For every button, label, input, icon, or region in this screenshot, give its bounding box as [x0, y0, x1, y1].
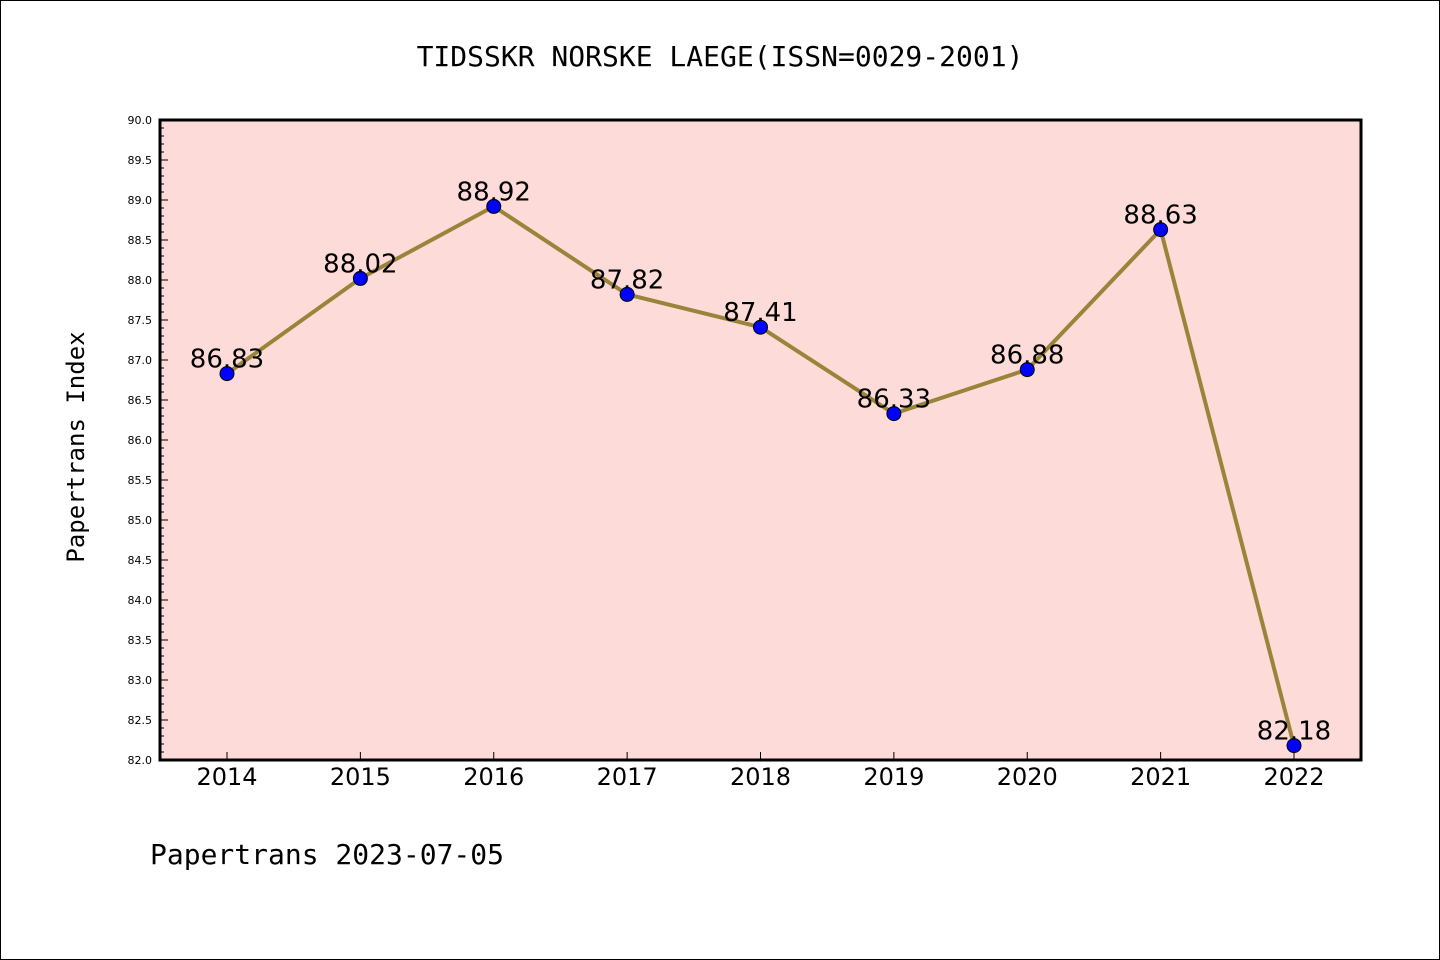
x-tick-label: 2017 [597, 763, 658, 791]
data-label: 86.33 [857, 385, 931, 415]
data-label: 86.83 [190, 345, 264, 375]
data-point [1153, 222, 1169, 238]
data-label: 88.02 [323, 249, 397, 279]
y-tick-label: 82.0 [128, 754, 153, 767]
y-tick-label: 83.0 [128, 674, 153, 687]
y-axis-label: Papertrans Index [62, 331, 90, 562]
y-tick-label: 83.5 [128, 634, 153, 647]
y-tick-label: 85.5 [128, 474, 153, 487]
data-markers [219, 198, 1302, 754]
y-tick-label: 89.0 [128, 194, 153, 207]
y-tick-label: 88.0 [128, 274, 153, 287]
chart-title: TIDSSKR NORSKE LAEGE(ISSN=0029-2001) [417, 40, 1024, 73]
x-tick-label: 2022 [1263, 763, 1324, 791]
x-tick-label: 2020 [997, 763, 1058, 791]
data-point [1019, 362, 1035, 378]
x-tick-label: 2014 [196, 763, 257, 791]
data-label: 82.18 [1257, 717, 1331, 747]
y-tick-label: 88.5 [128, 234, 153, 247]
y-tick-label: 89.5 [128, 154, 153, 167]
y-axis: 82.0 82.5 83.0 83.5 84.0 84.5 85.0 85.5 86.0 86.5… [128, 114, 168, 767]
y-tick-label: 84.5 [128, 554, 153, 567]
y-tick-label: 90.0 [128, 114, 153, 127]
y-tick-label: 86.5 [128, 394, 153, 407]
y-tick-label: 84.0 [128, 594, 153, 607]
data-point [486, 198, 502, 214]
y-tick-label: 85.0 [128, 514, 153, 527]
data-point [219, 366, 235, 382]
footer-text: Papertrans 2023-07-05 [150, 838, 504, 871]
y-tick-label: 87.5 [128, 314, 153, 327]
y-tick-label: 82.5 [128, 714, 153, 727]
y-tick-label: 87.0 [128, 354, 153, 367]
data-label: 86.88 [990, 341, 1064, 371]
data-point [886, 406, 902, 422]
data-point [753, 319, 768, 335]
x-tick-label: 2016 [463, 763, 524, 791]
plot-border [158, 118, 1363, 762]
data-point [619, 286, 635, 302]
x-tick-label: 2015 [330, 763, 391, 791]
x-tick-label: 2019 [863, 763, 924, 791]
data-point [1286, 738, 1302, 754]
x-axis: 2014 2015 2016 2017 2018 2019 2020 2021 2022 [196, 752, 1325, 791]
x-tick-label: 2018 [730, 763, 791, 791]
y-tick-label: 86.0 [128, 434, 153, 447]
data-label: 88.63 [1123, 201, 1197, 231]
data-label: 87.82 [590, 265, 664, 295]
data-label: 88.92 [457, 177, 531, 207]
x-tick-label: 2021 [1130, 763, 1191, 791]
data-labels: 86.83 88.02 88.92 87.82 87.41 86.33 86.88 88.63… [190, 177, 1331, 746]
data-point [352, 270, 368, 286]
data-label: 87.41 [723, 298, 797, 328]
